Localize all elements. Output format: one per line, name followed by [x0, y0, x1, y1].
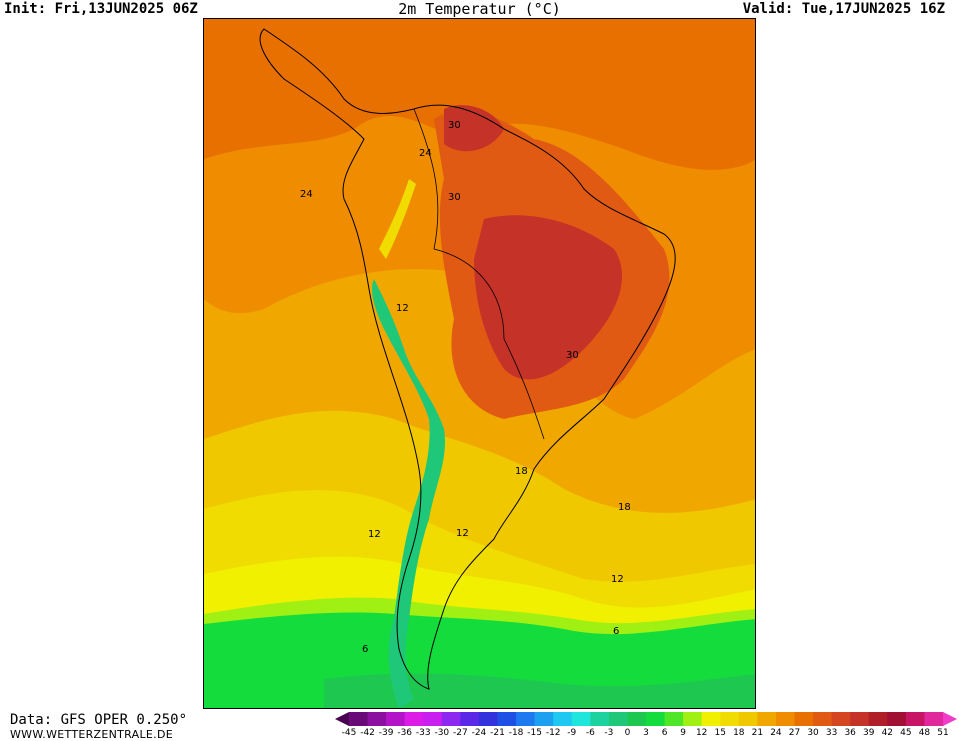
colorbar-swatch	[571, 712, 591, 726]
colorbar-swatch	[478, 712, 498, 726]
map-title: 2m Temperatur (°C)	[398, 0, 561, 18]
colorbar-tick-label: 24	[770, 728, 782, 738]
country-borders	[413, 108, 545, 440]
colorbar-swatch	[813, 712, 833, 726]
init-time: Init: Fri,13JUN2025 06Z	[4, 1, 198, 17]
colorbar-swatch	[423, 712, 443, 726]
colorbar-tick-label: 0	[624, 728, 631, 738]
colorbar-swatch	[367, 712, 387, 726]
continent-outline	[259, 28, 676, 690]
colorbar-tick-label: 39	[863, 728, 875, 738]
colorbar-swatch	[627, 712, 647, 726]
colorbar-arrow-left	[335, 712, 349, 726]
colorbar-tick-label: 51	[937, 728, 949, 738]
contour-label: 18	[515, 466, 528, 477]
colorbar-tick-label: 21	[751, 728, 764, 738]
colorbar-tick-label: 18	[733, 728, 745, 738]
contour-label: 6	[613, 626, 619, 637]
colorbar-swatch	[646, 712, 666, 726]
colorbar-tick-label: 30	[807, 728, 819, 738]
contour-label: 30	[448, 120, 461, 131]
colorbar-swatch	[720, 712, 740, 726]
colorbar-arrow-right	[943, 712, 957, 726]
colorbar-tick-label: -15	[527, 728, 542, 738]
colorbar-swatch	[664, 712, 684, 726]
colorbar-tick-label: -24	[471, 728, 487, 738]
colorbar-tick-label: -30	[434, 728, 450, 738]
band-27	[204, 19, 755, 170]
colorbar-tick-label: 6	[661, 728, 668, 738]
map-canvas: 30 24 24 30 12 30 18 18 12 12 12 6 6	[204, 19, 755, 708]
contour-label: 18	[618, 502, 631, 513]
colorbar-tick-label: -45	[341, 728, 357, 738]
colorbar-swatch	[850, 712, 870, 726]
colorbar-tick-label: 27	[788, 728, 801, 738]
website-credit: WWW.WETTERZENTRALE.DE	[10, 728, 173, 741]
colorbar-tick-label: -33	[415, 728, 431, 738]
colorbar-swatch	[460, 712, 480, 726]
colorbar-tick-label: 48	[918, 728, 931, 738]
band-3	[324, 673, 755, 708]
colorbar-tick-label: -12	[545, 728, 561, 738]
colorbar-swatch	[404, 712, 424, 726]
andes-cold-strip	[372, 279, 445, 708]
contour-label: 12	[368, 529, 381, 540]
colorbar-swatch	[349, 712, 369, 726]
colorbar-swatch	[794, 712, 814, 726]
colorbar-tick-label: -9	[567, 728, 577, 738]
colorbar-swatch	[683, 712, 703, 726]
colorbar-tick-label: 3	[643, 728, 649, 738]
colorbar-swatch	[905, 712, 925, 726]
colorbar-swatch	[590, 712, 610, 726]
colorbar-swatch	[497, 712, 517, 726]
colorbar-tick-label: 42	[881, 728, 894, 738]
andes-north-cool	[379, 179, 416, 259]
contour-label: 24	[300, 189, 313, 200]
contour-label: 30	[566, 350, 579, 361]
valid-time: Valid: Tue,17JUN2025 16Z	[742, 1, 945, 17]
colorbar-swatch	[516, 712, 536, 726]
contour-label: 12	[456, 528, 469, 539]
colorbar-swatch	[608, 712, 628, 726]
colorbar-tick-label: -18	[508, 728, 524, 738]
colorbar-swatch	[831, 712, 851, 726]
colorbar-swatch	[887, 712, 907, 726]
colorbar-swatch	[534, 712, 554, 726]
colorbar-tick-label: -6	[585, 728, 595, 738]
colorbar: -45 -42 -39 -36 -33 -30 -27 -24 -21 -18 -15 -12 -9 -6…	[335, 712, 957, 740]
colorbar-tick-label: 15	[714, 728, 726, 738]
colorbar-tick-label: -3	[604, 728, 614, 738]
colorbar-tick-label: 33	[825, 728, 838, 738]
colorbar-swatch	[775, 712, 795, 726]
colorbar-tick-label: -21	[490, 728, 505, 738]
contour-label: 12	[611, 574, 624, 585]
colorbar-tick-label: -36	[397, 728, 413, 738]
contour-label: 24	[419, 148, 432, 159]
colorbar-tick-label: -27	[453, 728, 468, 738]
colorbar-swatch	[701, 712, 721, 726]
colorbar-tick-label: -39	[378, 728, 394, 738]
temperature-map: 30 24 24 30 12 30 18 18 12 12 12 6 6	[203, 18, 756, 709]
band-33	[474, 215, 623, 380]
colorbar-tick-label: 45	[900, 728, 912, 738]
colorbar-swatch	[924, 712, 944, 726]
contour-label: 30	[448, 192, 461, 203]
colorbar-tick-label: -42	[360, 728, 375, 738]
contour-label: 12	[396, 303, 409, 314]
colorbar-swatch	[386, 712, 406, 726]
colorbar-swatch	[868, 712, 888, 726]
colorbar-swatch	[441, 712, 461, 726]
data-source: Data: GFS OPER 0.250°	[10, 712, 188, 728]
colorbar-tick-label: 36	[844, 728, 856, 738]
colorbar-tick-label: 9	[680, 728, 686, 738]
contour-label: 6	[362, 644, 368, 655]
band-33-north	[444, 105, 504, 152]
colorbar-swatches	[335, 712, 957, 726]
colorbar-tick-label: 12	[695, 728, 708, 738]
colorbar-swatch	[757, 712, 777, 726]
colorbar-swatch	[738, 712, 758, 726]
colorbar-swatch	[553, 712, 573, 726]
